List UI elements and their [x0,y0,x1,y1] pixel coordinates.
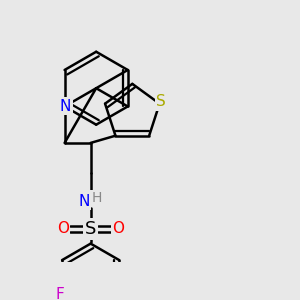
Text: O: O [57,221,69,236]
Text: S: S [156,94,166,110]
Text: H: H [92,191,102,206]
Text: N: N [78,194,89,208]
Text: S: S [85,220,96,238]
Text: N: N [60,99,71,114]
Text: O: O [112,221,124,236]
Text: F: F [55,287,64,300]
